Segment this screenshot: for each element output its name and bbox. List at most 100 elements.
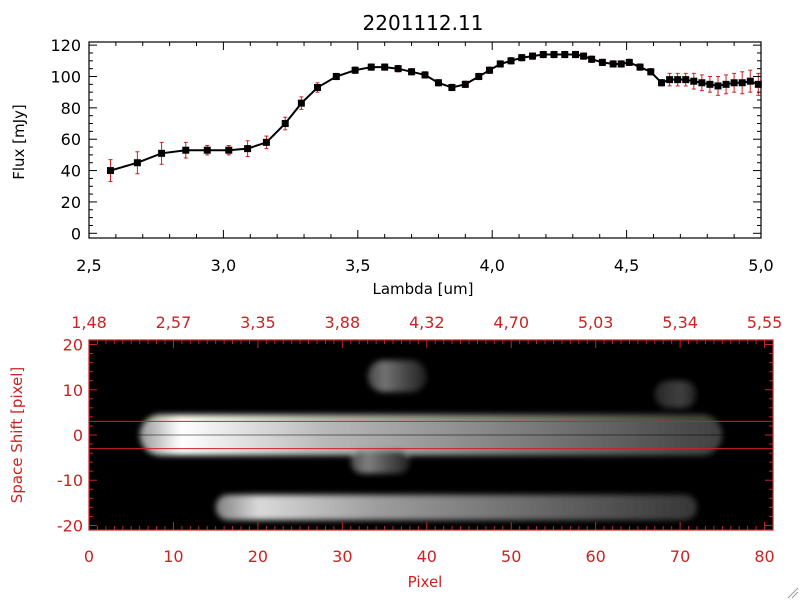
data-point-marker	[461, 80, 469, 88]
image-x-tick-label: 10	[163, 547, 183, 566]
data-point-marker	[539, 51, 547, 59]
data-point-marker	[722, 80, 730, 88]
x-tick-label: 2,5	[76, 256, 101, 275]
data-point-marker	[313, 83, 321, 91]
y-tick-label: 40	[61, 162, 81, 181]
data-point-marker	[674, 76, 682, 84]
data-point-marker	[297, 99, 305, 107]
image-y-tick-label: 10	[63, 381, 83, 400]
data-point-marker	[421, 71, 429, 79]
x-tick-label: 3,5	[345, 256, 370, 275]
data-point-marker	[225, 146, 233, 154]
data-point-marker	[658, 79, 666, 87]
data-point-marker	[475, 72, 483, 80]
image-top-tick-label: 3,35	[240, 313, 276, 332]
y-axis-label: Flux [mJy]	[10, 104, 28, 180]
data-point-marker	[714, 82, 722, 90]
data-point-marker	[507, 57, 515, 65]
image-source-1	[215, 494, 697, 521]
image-x-tick-label: 40	[417, 547, 437, 566]
data-point-marker	[698, 79, 706, 87]
image-x-axis-label: Pixel	[408, 573, 443, 591]
spectral-image-plot: 0 10 20 30 40 50 60 70 80 1,48 2,57 3,35 3,88 4,32 4,7…	[8, 313, 782, 591]
y-tick-label: 120	[50, 36, 81, 55]
data-point-marker	[434, 79, 442, 87]
image-source-2	[350, 450, 410, 474]
data-point-marker	[486, 66, 494, 74]
flux-series-line	[110, 53, 759, 172]
data-point-marker	[394, 65, 402, 73]
image-x-tick-label: 60	[585, 547, 605, 566]
data-point-marker	[529, 52, 537, 60]
x-tick-label: 4,0	[479, 256, 504, 275]
image-y-tick-label: -20	[57, 516, 83, 535]
spectrum-plot: 2201112.11 2,5 3,0 3,5 4,0 4,5 5,0 0 20 40 60 80 10…	[10, 11, 774, 298]
image-x-tick-label: 80	[754, 547, 774, 566]
image-top-tick-label: 1,48	[71, 313, 107, 332]
data-point-marker	[262, 138, 270, 146]
data-point-marker	[133, 159, 141, 167]
spectrum-plot-frame	[88, 41, 762, 239]
y-tick-label: 100	[50, 67, 81, 86]
data-point-marker	[408, 68, 416, 76]
image-top-tick-label: 3,88	[325, 313, 361, 332]
image-top-tick-label: 4,70	[493, 313, 529, 332]
data-point-marker	[746, 77, 754, 85]
image-y-tick-label: 20	[63, 336, 83, 355]
data-point-marker	[332, 72, 340, 80]
image-y-axis-label: Space Shift [pixel]	[8, 367, 26, 504]
data-point-marker	[588, 55, 596, 63]
extraction-band-lines	[89, 420, 773, 450]
spectrum-axis-ticks: 2,5 3,0 3,5 4,0 4,5 5,0 0 20 40 60 80 100 120	[50, 36, 773, 275]
image-x-tick-label: 50	[501, 547, 521, 566]
x-tick-label: 4,5	[614, 256, 639, 275]
image-x-tick-label: 20	[248, 547, 268, 566]
image-axis-ticks: 0 10 20 30 40 50 60 70 80 1,48 2,57 3,35 3,88 4,32 4,7…	[57, 313, 783, 566]
data-point-marker	[738, 79, 746, 87]
data-point-marker	[281, 120, 289, 128]
data-point-marker	[518, 54, 526, 62]
y-tick-label: 60	[61, 130, 81, 149]
image-source-4	[654, 380, 697, 408]
image-top-tick-label: 5,55	[747, 313, 783, 332]
data-point-marker	[666, 76, 674, 84]
data-point-marker	[496, 60, 504, 68]
data-point-marker	[561, 51, 569, 59]
data-point-marker	[598, 58, 606, 66]
data-point-marker	[351, 66, 359, 74]
y-tick-label: 0	[71, 224, 81, 243]
image-top-tick-label: 2,57	[156, 313, 192, 332]
data-point-marker	[182, 146, 190, 154]
data-point-marker	[107, 167, 115, 175]
data-point-marker	[381, 63, 389, 71]
image-top-tick-label: 5,03	[578, 313, 614, 332]
image-top-tick-label: 5,34	[662, 313, 698, 332]
data-point-marker	[550, 51, 558, 59]
data-point-marker	[730, 79, 738, 87]
data-point-marker	[647, 68, 655, 76]
chart-title: 2201112.11	[363, 11, 484, 35]
data-point-marker	[636, 63, 644, 71]
image-x-tick-label: 0	[84, 547, 94, 566]
x-tick-label: 5,0	[748, 256, 773, 275]
data-point-marker	[572, 51, 580, 59]
data-point-marker	[609, 60, 617, 68]
image-x-tick-label: 70	[670, 547, 690, 566]
image-top-tick-label: 4,32	[409, 313, 445, 332]
image-y-tick-label: 0	[73, 426, 83, 445]
image-x-tick-label: 30	[332, 547, 352, 566]
data-point-marker	[625, 58, 633, 66]
data-point-marker	[617, 60, 625, 68]
data-point-marker	[448, 83, 456, 91]
data-point-marker	[682, 76, 690, 84]
data-point-marker	[158, 149, 166, 157]
data-point-marker	[580, 52, 588, 60]
image-y-tick-label: -10	[57, 471, 83, 490]
x-axis-label: Lambda [um]	[373, 280, 474, 298]
y-tick-label: 20	[61, 193, 81, 212]
resize-grip-icon[interactable]	[787, 587, 799, 599]
spectrum-plot-area	[107, 50, 762, 183]
data-point-marker	[367, 63, 375, 71]
image-source-3	[367, 360, 427, 393]
